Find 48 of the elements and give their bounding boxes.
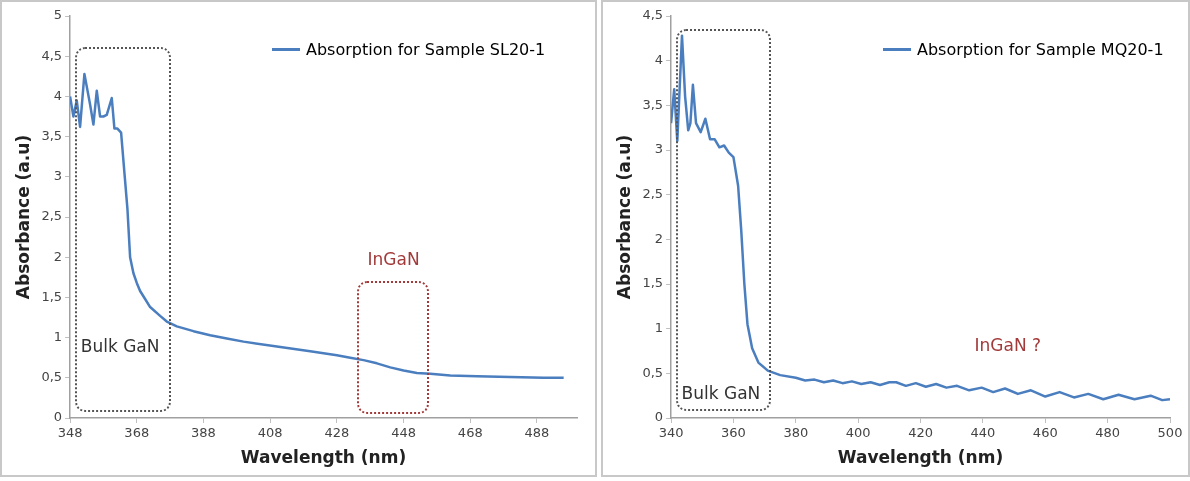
y-axis-title: Absorbance (a.u) <box>12 134 33 300</box>
x-tick-label: 400 <box>845 425 871 441</box>
y-tick-label: 2 <box>654 230 664 246</box>
y-tick-label: 3 <box>654 141 664 157</box>
x-tick-label: 468 <box>457 425 483 441</box>
x-axis-title: Wavelength (nm) <box>240 447 407 468</box>
y-tick-label: 1,5 <box>642 275 664 291</box>
x-tick-label: 420 <box>908 425 933 441</box>
y-tick-label: 2 <box>53 248 63 264</box>
annotation: Bulk GaN <box>80 335 160 356</box>
y-tick-label: 2,5 <box>642 186 664 202</box>
annotation: Bulk GaN <box>681 382 761 403</box>
y-tick-label: 3 <box>53 168 63 184</box>
x-tick-label: 340 <box>658 425 684 441</box>
y-tick-label: 0 <box>654 409 664 425</box>
y-tick-label: 4 <box>654 52 664 68</box>
y-tick-label: 3,5 <box>642 96 664 112</box>
x-tick-label: 388 <box>191 425 216 441</box>
y-tick-label: 5 <box>53 7 63 23</box>
x-tick-label: 368 <box>124 425 150 441</box>
annotation: InGaN <box>367 248 420 269</box>
y-tick-label: 1 <box>53 328 63 344</box>
y-tick-label: 0 <box>53 409 63 425</box>
y-tick-label: 4,5 <box>642 7 664 23</box>
x-tick-label: 440 <box>970 425 996 441</box>
y-tick-label: 0,5 <box>642 364 664 380</box>
x-tick-label: 448 <box>391 425 416 441</box>
x-tick-label: 488 <box>524 425 550 441</box>
x-tick-label: 480 <box>1095 425 1121 441</box>
x-tick-label: 460 <box>1032 425 1058 441</box>
y-tick-label: 4 <box>53 87 63 103</box>
y-tick-label: 0,5 <box>41 369 63 385</box>
x-tick-label: 380 <box>783 425 809 441</box>
y-tick-label: 1,5 <box>41 288 63 304</box>
x-tick-label: 500 <box>1157 425 1183 441</box>
x-tick-label: 408 <box>257 425 283 441</box>
y-axis-title: Absorbance (a.u) <box>613 134 634 300</box>
x-tick-label: 428 <box>324 425 350 441</box>
y-tick-label: 2,5 <box>41 208 63 224</box>
legend-label: Absorption for Sample MQ20-1 <box>917 40 1164 59</box>
x-tick-label: 360 <box>721 425 746 441</box>
x-axis-title: Wavelength (nm) <box>837 447 1004 468</box>
y-tick-label: 3,5 <box>41 127 63 143</box>
legend-label: Absorption for Sample SL20-1 <box>306 40 546 59</box>
y-tick-label: 4,5 <box>41 47 63 63</box>
x-tick-label: 348 <box>57 425 83 441</box>
y-tick-label: 1 <box>654 320 664 336</box>
annotation: InGaN ? <box>974 334 1042 355</box>
